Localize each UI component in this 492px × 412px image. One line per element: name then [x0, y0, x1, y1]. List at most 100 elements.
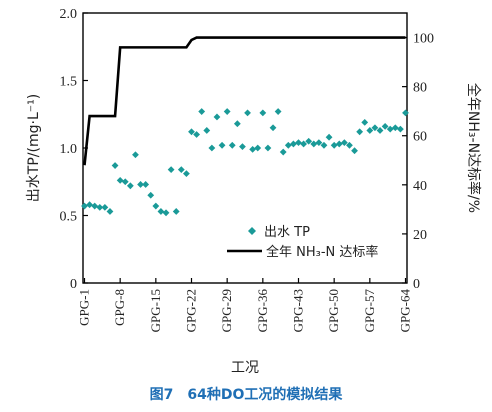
- tp-point: [96, 204, 104, 211]
- x-tick-label: GPG-64: [398, 289, 413, 333]
- tp-point: [157, 208, 165, 215]
- tp-point: [284, 141, 292, 149]
- tp-point: [177, 166, 185, 173]
- tp-point: [116, 177, 124, 184]
- right-tick-label: 100: [413, 32, 434, 47]
- x-tick-label: GPG-57: [362, 289, 377, 333]
- tp-point: [290, 140, 297, 148]
- right-tick-label: 40: [413, 179, 427, 194]
- tp-point: [147, 191, 155, 199]
- tp-point: [269, 124, 277, 132]
- tp-point: [126, 182, 134, 190]
- tp-point: [315, 139, 323, 146]
- tp-point: [91, 202, 99, 210]
- tp-point: [325, 133, 333, 141]
- chart: 0 0.5 1.0 1.5 2.0 0 20 40 60 80 100 GPG-1 GPG-8 GPG…: [26, 7, 482, 376]
- tp-point: [111, 162, 119, 169]
- x-tick-label: GPG-15: [148, 289, 163, 332]
- tp-point: [167, 166, 175, 173]
- tp-point: [233, 120, 241, 128]
- tp-point: [106, 208, 114, 215]
- tp-point: [203, 127, 211, 134]
- right-tick-label: 80: [413, 81, 427, 96]
- tp-point: [213, 113, 221, 121]
- plot-frame: [82, 12, 408, 284]
- tp-point: [254, 144, 262, 152]
- tp-point: [183, 170, 190, 178]
- tp-point: [305, 137, 313, 145]
- tp-point: [371, 124, 379, 132]
- tp-point: [295, 139, 302, 146]
- legend-tp-marker: [248, 227, 256, 235]
- x-tick-label: GPG-50: [326, 289, 341, 332]
- tp-point: [193, 131, 200, 138]
- tp-point: [259, 109, 267, 117]
- y-axis-left-title: 出水TP/(mg·L⁻¹): [26, 94, 42, 202]
- tp-point: [381, 123, 389, 130]
- tp-point: [356, 128, 364, 136]
- x-axis-title: 工况: [231, 360, 259, 376]
- tp-point: [340, 139, 348, 146]
- left-tick-label: 0.5: [60, 210, 78, 225]
- tp-point: [162, 209, 170, 217]
- tp-point: [81, 202, 88, 210]
- tp-point: [361, 118, 369, 126]
- nh3n-rate-series: [83, 36, 406, 166]
- right-tick-label: 60: [413, 130, 427, 145]
- tp-point: [310, 140, 318, 148]
- tp-point: [279, 148, 287, 156]
- left-tick-label: 1.5: [60, 75, 78, 90]
- tp-point: [335, 140, 343, 148]
- left-tick-label: 1.0: [60, 142, 78, 157]
- tp-point: [152, 202, 160, 210]
- tp-point: [391, 124, 399, 132]
- left-axis-ticks: 0 0.5 1.0 1.5 2.0: [60, 7, 88, 292]
- tp-point: [351, 147, 358, 155]
- tp-point: [249, 145, 257, 153]
- x-tick-label: GPG-36: [255, 289, 270, 333]
- tp-point: [386, 125, 394, 133]
- tp-point: [300, 140, 307, 148]
- tp-point: [208, 144, 216, 152]
- figure-caption: 图7 64种DO工况的模拟结果: [149, 387, 343, 403]
- tp-point: [320, 141, 328, 149]
- legend-item-rate: 全年 NH₃-N 达标率: [227, 244, 378, 260]
- tp-point: [228, 141, 236, 149]
- right-tick-label: 20: [413, 228, 427, 243]
- tp-point: [264, 144, 272, 152]
- x-tick-label: GPG-22: [184, 289, 199, 332]
- tp-point: [402, 109, 409, 117]
- tp-point: [121, 178, 129, 186]
- tp-point: [132, 151, 139, 159]
- left-tick-label: 0: [70, 277, 77, 292]
- right-tick-label: 0: [413, 277, 420, 292]
- legend-item-tp: 出水 TP: [248, 225, 310, 240]
- tp-point: [188, 128, 195, 136]
- tp-point: [86, 201, 93, 209]
- tp-point: [376, 127, 384, 134]
- x-tick-label: GPG-1: [77, 289, 92, 326]
- tp-point: [330, 141, 338, 149]
- tp-point: [218, 141, 226, 149]
- left-tick-label: 2.0: [60, 7, 78, 22]
- x-tick-label: GPG-29: [219, 289, 234, 332]
- legend: 出水 TP 全年 NH₃-N 达标率: [227, 225, 378, 260]
- tp-point: [223, 108, 231, 115]
- tp-point: [397, 125, 404, 133]
- tp-point: [137, 181, 144, 188]
- y-axis-right-title: 全年NH₃-N达标率/%: [465, 83, 482, 213]
- tp-point: [346, 141, 353, 149]
- tp-point: [101, 204, 109, 211]
- tp-point: [274, 108, 282, 115]
- plot-area: [82, 12, 408, 284]
- tp-point: [142, 181, 150, 188]
- tp-point: [172, 208, 180, 215]
- x-axis-ticks: GPG-1 GPG-8 GPG-15 GPG-22 GPG-29 GPG-36 GPG-43…: [77, 278, 413, 332]
- right-axis-ticks: 0 20 40 60 80 100: [402, 32, 434, 292]
- tp-point: [244, 109, 251, 117]
- tp-series: [81, 108, 409, 217]
- tp-point: [366, 127, 374, 134]
- x-tick-label: GPG-8: [112, 289, 127, 326]
- legend-tp-label: 出水 TP: [264, 225, 310, 240]
- tp-point: [198, 108, 206, 115]
